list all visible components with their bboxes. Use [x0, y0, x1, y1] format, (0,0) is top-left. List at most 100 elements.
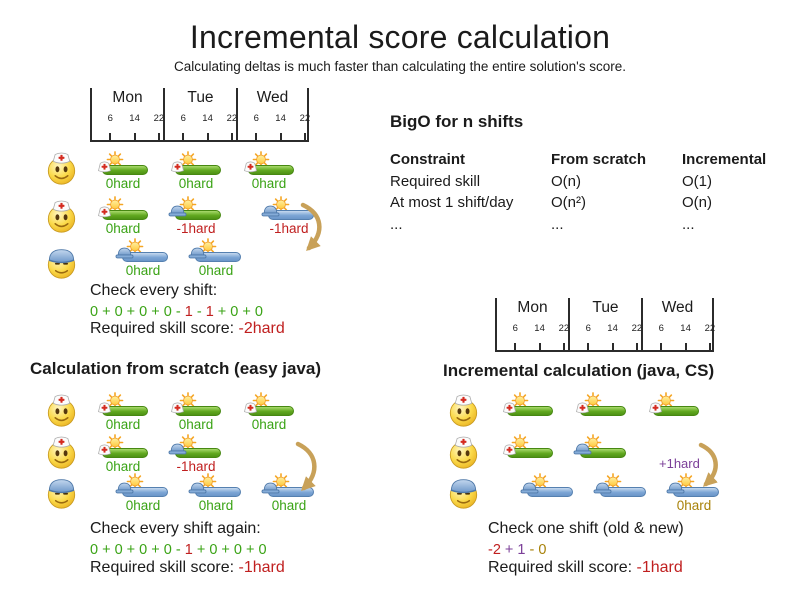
shift-score-label: 0hard	[198, 498, 234, 513]
nurse-cap-icon	[242, 160, 259, 173]
slide-subtitle: Calculating deltas is much faster than c…	[173, 59, 627, 74]
panel-heading: Incremental calculation (java, CS)	[443, 361, 715, 380]
text-span: 0 + 0 + 0 + 0 -	[90, 542, 185, 558]
shift: 0hard	[116, 473, 170, 517]
nurse-cap-icon	[96, 160, 113, 173]
shift: 0hard	[242, 392, 296, 436]
hour-tick	[109, 133, 112, 140]
builder-face-icon	[45, 476, 78, 509]
text-span: + 0 + 0 + 0	[192, 542, 267, 558]
shift-score-label: 0hard	[105, 459, 141, 474]
nurse-cap-icon	[647, 401, 664, 414]
nurse-cap-icon	[242, 401, 259, 414]
hard-hat-icon	[188, 246, 207, 259]
shift: 0hard	[667, 473, 721, 517]
shift: 0hard	[189, 238, 243, 282]
shift: -1hard	[169, 434, 223, 478]
day-label: Mon	[517, 299, 548, 316]
timeline-day: Mon 6 14 22	[90, 88, 164, 140]
text-span: -1hard	[238, 559, 285, 576]
nurse-cap-icon	[169, 401, 186, 414]
shift-timeline: Mon 6 14 22 Tue 6 14 22 Wed 6 14 22	[495, 298, 715, 352]
bigo-cell: ...	[390, 215, 403, 233]
shift: 0hard	[169, 392, 223, 436]
day-label: Wed	[661, 299, 694, 316]
shift: 0hard	[96, 392, 150, 436]
hour-label: 14	[607, 323, 618, 334]
timeline-day: Mon 6 14 22	[495, 298, 569, 350]
move-arrow-icon	[300, 202, 322, 251]
shift: -1hard	[262, 196, 316, 240]
nurse-face-icon	[447, 394, 480, 427]
shift	[501, 392, 555, 436]
hour-label: 22	[631, 323, 643, 334]
score-line: Required skill score: -1hard	[488, 559, 683, 577]
bigo-cell: O(n)	[551, 172, 581, 190]
shift-score-label: 0hard	[105, 417, 141, 432]
shift: 0hard	[116, 238, 170, 282]
nurse-face-icon	[45, 152, 78, 185]
check-line: Check every shift:	[90, 282, 217, 300]
shift: 0hard	[169, 151, 223, 195]
hard-hat-icon	[168, 442, 187, 455]
score-line: Required skill score: -2hard	[90, 320, 285, 338]
hard-hat-icon	[115, 246, 134, 259]
hour-tick	[514, 343, 517, 350]
text-span: Required skill score:	[90, 320, 239, 337]
hour-tick	[587, 343, 590, 350]
timeline-day: Wed 6 14 22	[236, 88, 310, 140]
bigo-table: Constraint From scratch Incremental Require…	[390, 151, 790, 237]
hour-label: 22	[704, 323, 716, 334]
hour-tick	[157, 133, 160, 140]
shift-score-label: 0hard	[105, 221, 141, 236]
bigo-column-header: Constraint	[390, 151, 465, 168]
hour-label: 14	[202, 113, 213, 124]
text-span: -2hard	[238, 320, 285, 337]
sum-line: 0 + 0 + 0 + 0 - 1 - 1 + 0 + 0	[90, 304, 263, 320]
hard-hat-icon	[168, 204, 187, 217]
bigo-cell: Required skill	[390, 172, 481, 190]
hard-hat-icon	[188, 481, 207, 494]
shift: 0hard	[96, 434, 150, 478]
check-line: Check one shift (old & new)	[488, 520, 684, 538]
shift: 0hard	[262, 473, 316, 517]
nurse-cap-icon	[574, 401, 591, 414]
day-label: Wed	[256, 89, 289, 106]
day-label: Tue	[187, 89, 214, 106]
shift-score-label: 0hard	[251, 417, 287, 432]
nurse-cap-icon	[96, 443, 113, 456]
bigo-cell: At most 1 shift/day	[390, 194, 514, 211]
shift-score-label: -1hard	[176, 221, 216, 236]
shift: 0hard	[96, 196, 150, 240]
timeline-day: Wed 6 14 22	[641, 298, 715, 350]
bigo-data-row: At most 1 shift/day O(n²) O(n)	[390, 194, 790, 216]
hard-hat-icon	[520, 481, 539, 494]
text-span: Check every shift again:	[90, 520, 261, 537]
move-arrow-icon	[698, 442, 718, 487]
shift: 0hard	[189, 473, 243, 517]
hour-tick	[303, 133, 306, 140]
shift	[594, 473, 648, 517]
hour-tick	[635, 343, 638, 350]
hour-tick	[206, 133, 209, 140]
hour-tick	[538, 343, 541, 350]
nurse-cap-icon	[96, 205, 113, 218]
hour-tick	[684, 343, 687, 350]
hour-tick	[562, 343, 565, 350]
timeline-day: Tue 6 14 22	[163, 88, 237, 140]
shift-score-label: 0hard	[198, 263, 234, 278]
shift-score-label: 0hard	[178, 417, 214, 432]
sum-line: -2 + 1 - 0	[488, 542, 546, 558]
shift: 0hard	[242, 151, 296, 195]
hour-tick	[133, 133, 136, 140]
shift-score-label: -1hard	[176, 459, 216, 474]
hour-label: 6	[585, 323, 591, 334]
text-span: + 0 + 0	[213, 304, 263, 320]
slide-title: Incremental score calculation	[189, 19, 611, 55]
check-line: Check every shift again:	[90, 520, 261, 538]
nurse-cap-icon	[501, 401, 518, 414]
sum-line: 0 + 0 + 0 + 0 - 1 + 0 + 0 + 0	[90, 542, 267, 558]
bigo-data-row: .........	[390, 216, 790, 238]
text-span: Required skill score:	[90, 559, 239, 576]
hour-label: 6	[253, 113, 259, 124]
